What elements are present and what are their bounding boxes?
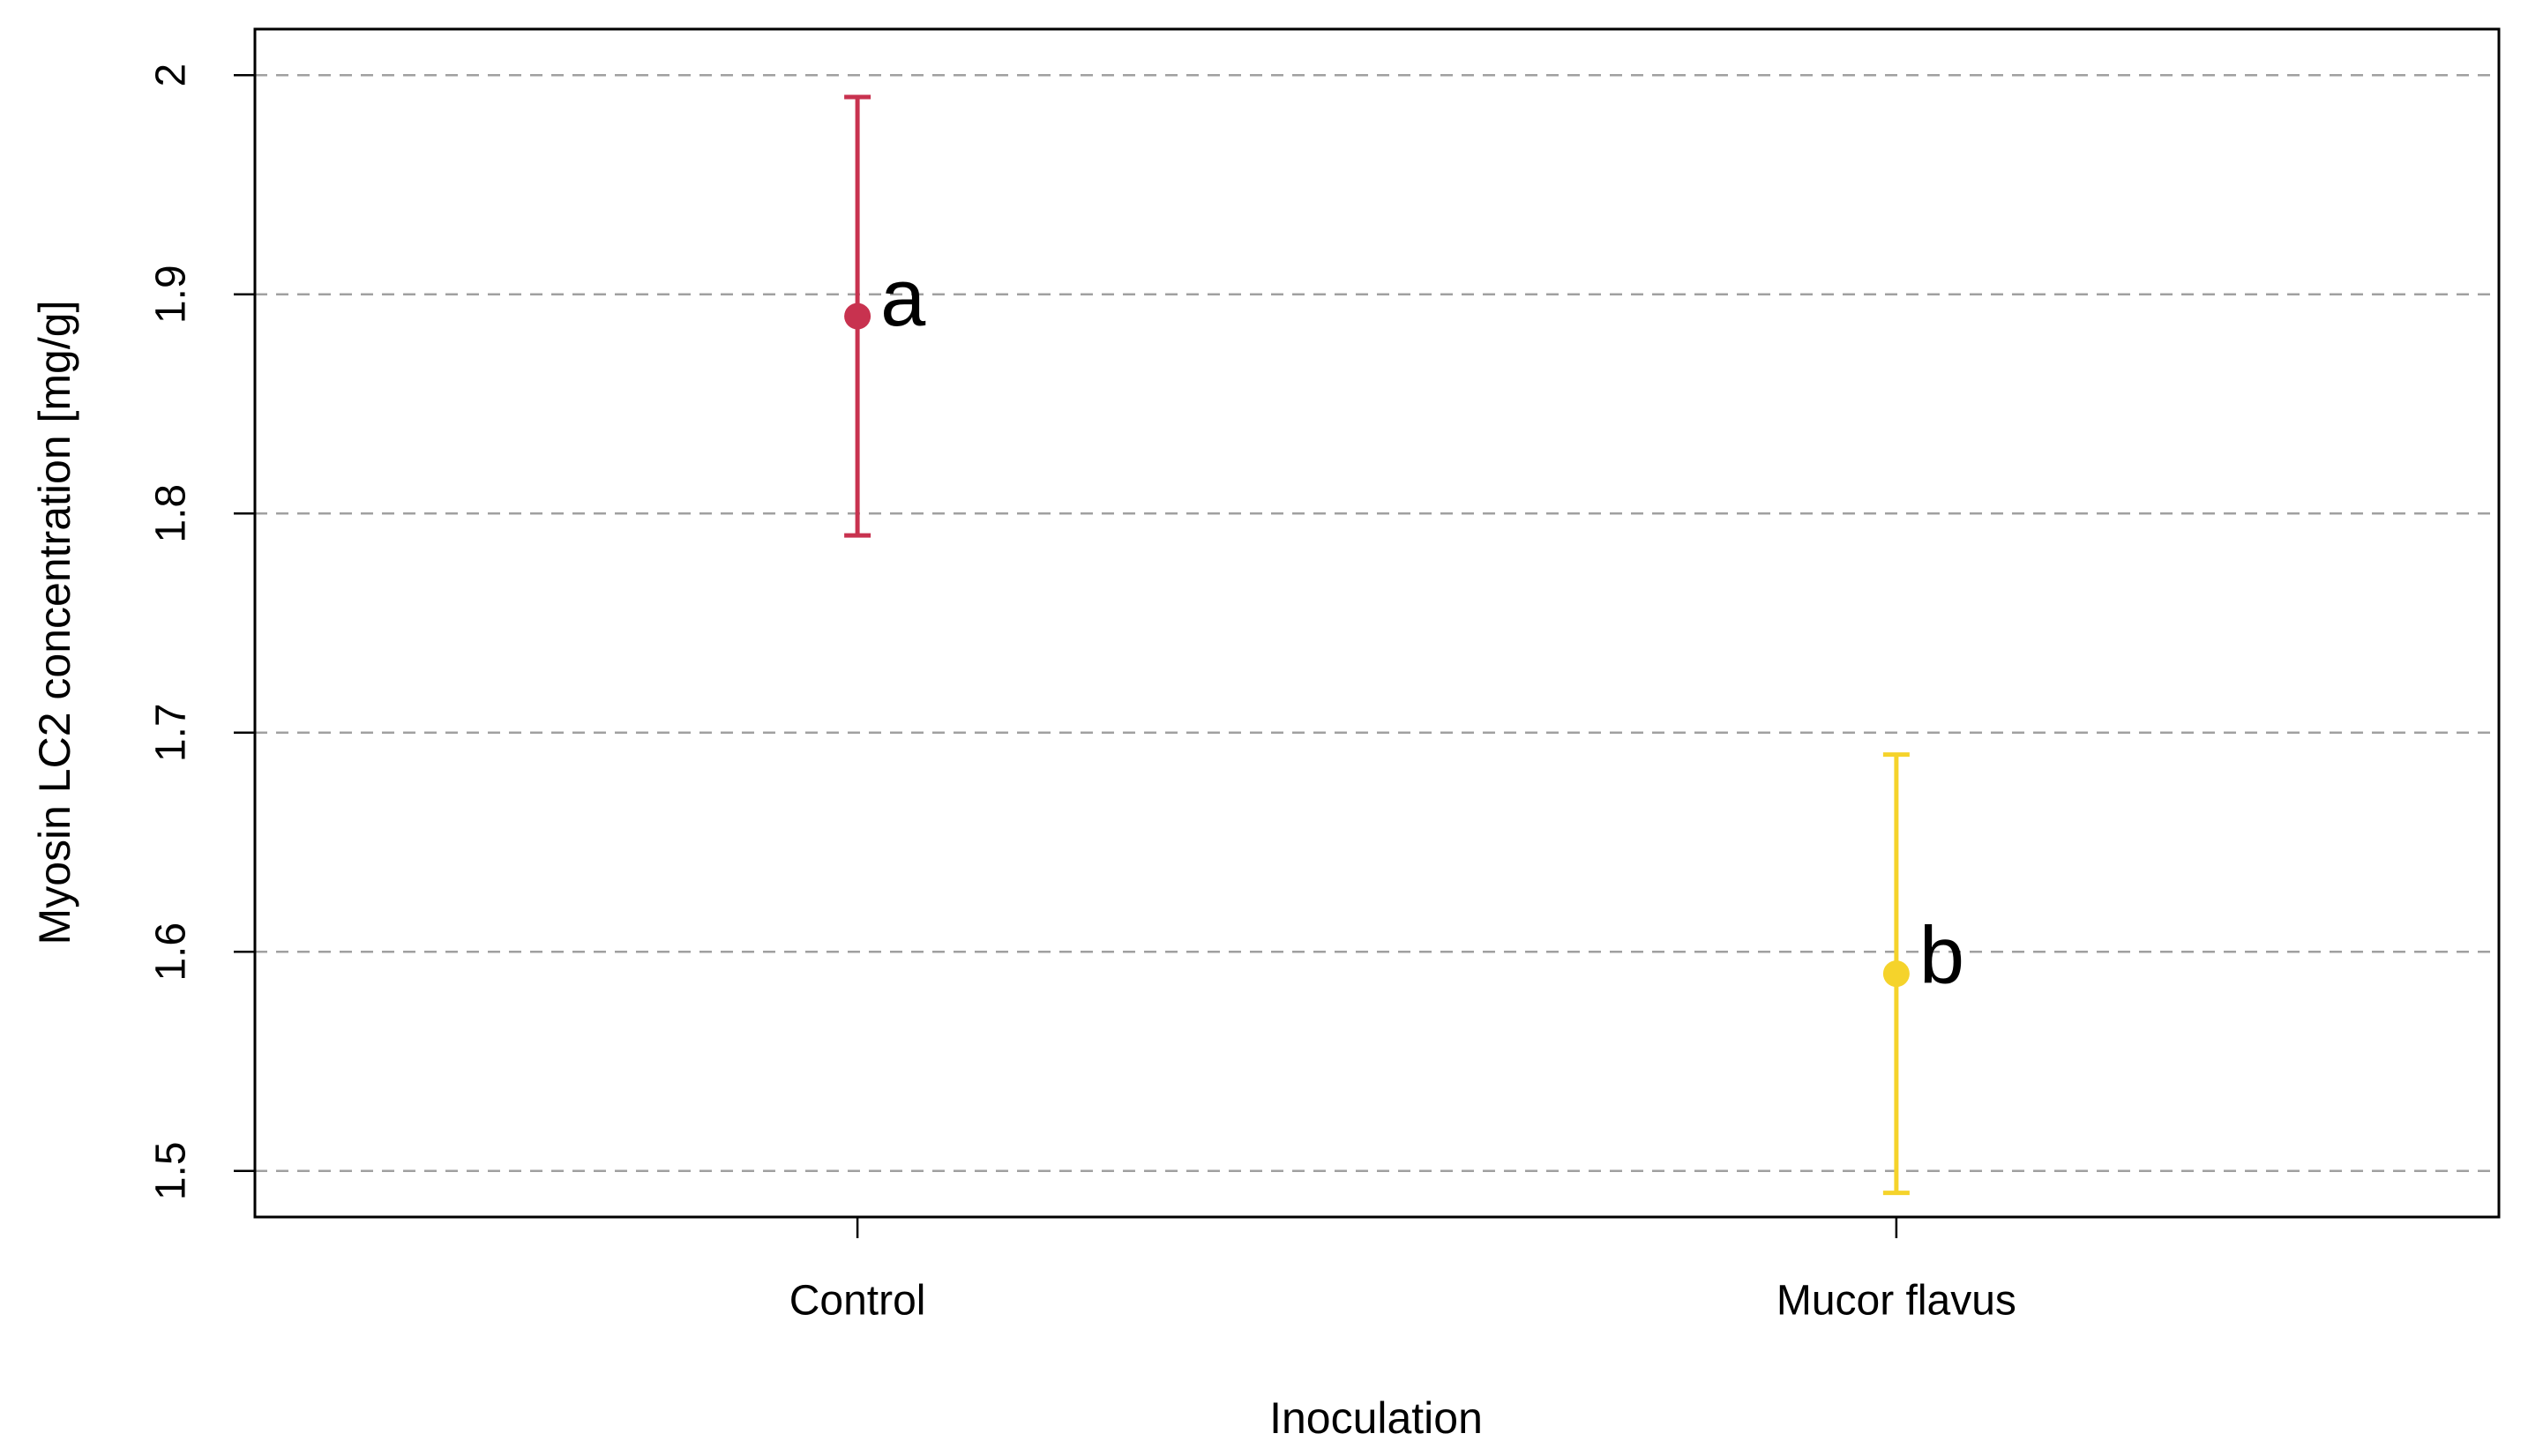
x-axis-title: Inoculation: [1269, 1393, 1483, 1443]
y-tick-label: 1.5: [148, 1141, 195, 1200]
y-axis-title: Myosin LC2 concentration [mg/g]: [30, 301, 79, 945]
y-tick-label: 2: [148, 63, 195, 87]
y-tick-label: 1.6: [148, 922, 195, 982]
group-letter: a: [880, 253, 926, 343]
group-letter: b: [1919, 910, 1964, 1000]
point: [844, 302, 871, 330]
x-tick-label: Control: [789, 1278, 926, 1325]
x-tick-label: Mucor flavus: [1776, 1278, 2016, 1325]
point: [1882, 960, 1910, 988]
plot-frame: [253, 27, 2501, 1219]
y-tick-label: 1.9: [148, 265, 195, 324]
y-tick-label: 1.7: [148, 703, 195, 762]
y-tick-label: 1.8: [148, 484, 195, 543]
